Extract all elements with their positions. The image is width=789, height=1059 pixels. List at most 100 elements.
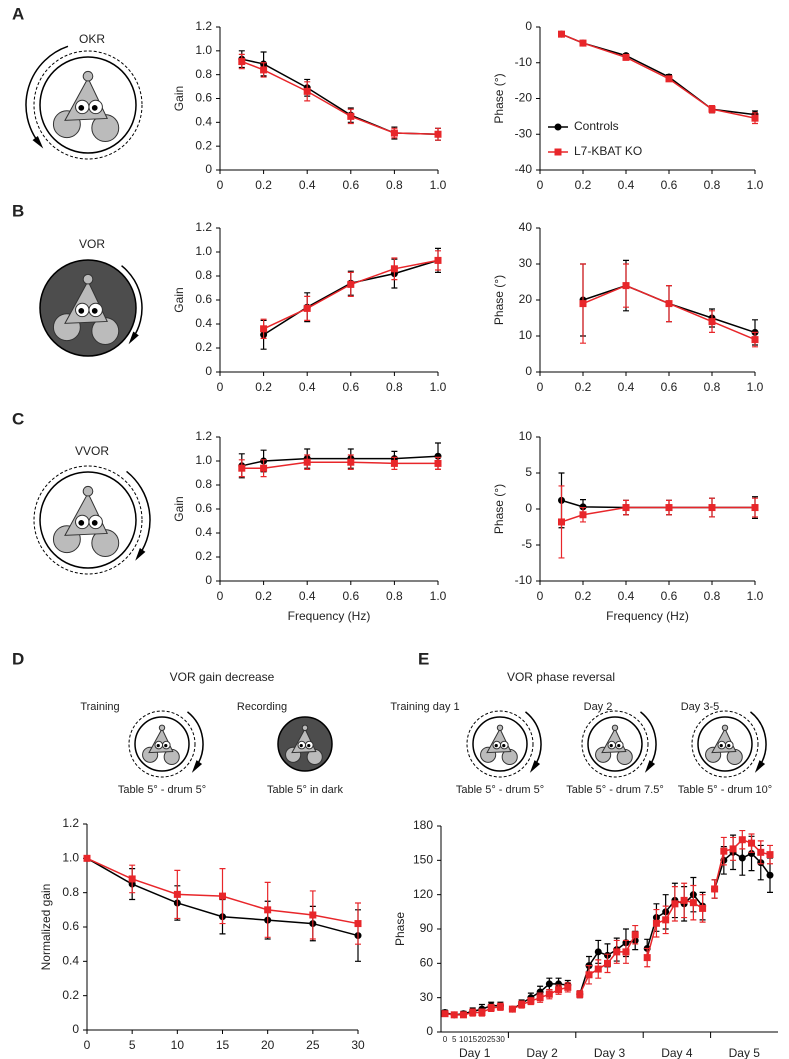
x-tick-label: 0.4 xyxy=(299,178,316,192)
data-point xyxy=(748,839,756,847)
x-tick-label: 30 xyxy=(351,1038,365,1052)
series-line xyxy=(241,461,438,469)
data-point xyxy=(555,986,563,994)
schematic-label: Training day 1 xyxy=(390,701,459,713)
data-point xyxy=(536,994,544,1002)
y-tick-label: 0.6 xyxy=(62,919,79,933)
y-tick-label: -10 xyxy=(515,573,533,587)
schematic-icon xyxy=(581,710,657,778)
data-point xyxy=(555,980,563,988)
y-axis-label: Phase (°) xyxy=(492,73,506,123)
data-point xyxy=(434,459,442,467)
rotation-arrow xyxy=(121,265,143,339)
y-axis-label: Phase xyxy=(393,912,407,946)
arrow-head xyxy=(128,331,139,345)
x-category-label: Day 3 xyxy=(594,1046,626,1059)
y-tick-label: 30 xyxy=(519,256,533,270)
y-tick-label: 0.8 xyxy=(62,885,79,899)
y-tick-label: 0.2 xyxy=(195,340,212,354)
mouse-nose xyxy=(82,273,94,285)
data-point xyxy=(711,885,719,893)
rotation-arrow xyxy=(187,711,204,768)
data-point xyxy=(219,892,226,900)
data-point xyxy=(347,112,355,120)
data-point xyxy=(527,997,535,1005)
arrow-head xyxy=(644,760,656,773)
data-point xyxy=(604,959,611,967)
x-tick-label: 0.2 xyxy=(575,589,592,603)
data-point xyxy=(708,318,716,326)
y-tick-label: 0.2 xyxy=(62,988,79,1002)
schematic-caption: Table 5° - drum 10° xyxy=(678,784,772,796)
y-axis-label: Phase (°) xyxy=(492,484,506,534)
data-point xyxy=(347,280,355,288)
data-point xyxy=(751,504,759,512)
data-point xyxy=(576,990,584,998)
data-point xyxy=(579,511,587,519)
y-tick-label: 0 xyxy=(525,501,532,515)
panel-title: VOR phase reversal xyxy=(507,670,615,684)
mouse-pupil xyxy=(727,744,731,748)
data-point xyxy=(738,836,746,844)
mouse-pupil xyxy=(91,105,98,111)
x-category-label: Day 4 xyxy=(661,1046,693,1059)
y-tick-label: 0 xyxy=(205,573,212,587)
data-point xyxy=(671,900,679,908)
y-tick-label: 0.2 xyxy=(195,138,212,152)
x-axis-label: Frequency (Hz) xyxy=(288,609,371,623)
data-point xyxy=(665,300,673,308)
y-tick-label: 10 xyxy=(519,429,533,443)
y-tick-label: -5 xyxy=(521,537,532,551)
x-minute-label: 25 xyxy=(487,1035,496,1044)
y-tick-label: 0.6 xyxy=(195,292,212,306)
rotation-arrow xyxy=(126,470,151,556)
schematic-icon xyxy=(277,716,333,772)
schematic-icon xyxy=(466,710,542,778)
y-tick-label: 0 xyxy=(205,162,212,176)
y-tick-label: -10 xyxy=(515,55,533,69)
drum-dashed xyxy=(128,710,196,778)
x-tick-label: 0.2 xyxy=(575,178,592,192)
x-tick-label: 0.4 xyxy=(618,589,635,603)
x-tick-label: 0 xyxy=(217,178,224,192)
data-point xyxy=(173,890,181,898)
x-tick-label: 0.8 xyxy=(704,380,721,394)
mouse-pupil xyxy=(78,308,85,314)
arrow-head xyxy=(529,760,541,773)
data-point xyxy=(594,965,602,973)
mouse-pupil xyxy=(156,744,160,748)
mouse-nose xyxy=(158,724,166,731)
x-tick-label: 0.2 xyxy=(255,380,272,394)
y-tick-label: 0.8 xyxy=(195,268,212,282)
data-point xyxy=(128,875,136,883)
y-tick-label: 30 xyxy=(420,990,434,1004)
data-point xyxy=(748,849,756,857)
y-tick-label: 0.8 xyxy=(195,67,212,81)
data-point xyxy=(260,464,268,472)
x-minute-label: 0 xyxy=(443,1035,448,1044)
data-point xyxy=(487,1004,495,1012)
y-tick-label: 60 xyxy=(420,956,434,970)
y-tick-label: 0.6 xyxy=(195,501,212,515)
mouse-pupil xyxy=(502,744,506,748)
data-point xyxy=(264,906,272,914)
x-tick-label: 0.8 xyxy=(386,589,403,603)
data-point xyxy=(594,948,602,956)
series-line xyxy=(241,455,439,467)
y-tick-label: 0 xyxy=(525,364,532,378)
rotation-arrow xyxy=(525,711,542,768)
y-tick-label: 1.2 xyxy=(195,19,212,33)
x-minute-label: 15 xyxy=(468,1035,477,1044)
x-tick-label: 0 xyxy=(217,589,224,603)
x-tick-label: 0.6 xyxy=(661,380,678,394)
data-point xyxy=(738,854,746,862)
x-tick-label: 0.2 xyxy=(575,380,592,394)
schematic-caption: Table 5° in dark xyxy=(267,784,343,796)
panel-label: B xyxy=(12,201,24,220)
y-tick-label: 10 xyxy=(519,328,533,342)
data-point xyxy=(238,464,246,472)
y-tick-label: 150 xyxy=(413,853,433,867)
schematic-caption: Table 5° - drum 5° xyxy=(456,784,544,796)
data-point xyxy=(622,282,630,290)
x-tick-label: 10 xyxy=(171,1038,185,1052)
